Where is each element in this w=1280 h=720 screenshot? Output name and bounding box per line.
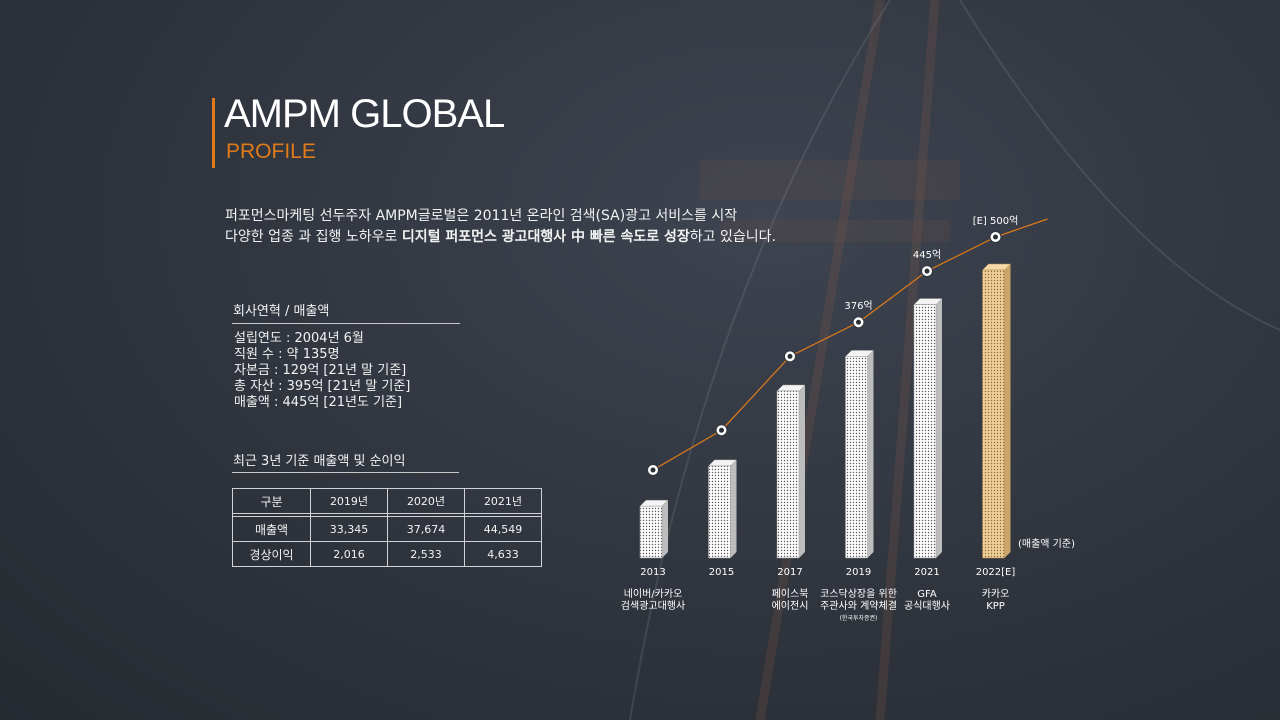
- chart-milestone-label: 페이스북: [772, 588, 809, 600]
- table-header-cell: 2020년: [387, 488, 465, 514]
- intro-line-2-start: 다양한 업종 과 집행 노하우로: [225, 229, 402, 245]
- table-cell: 2,533: [387, 541, 465, 567]
- chart-bar: [639, 499, 669, 559]
- table-header-row: 구분 2019년 2020년 2021년: [232, 488, 542, 514]
- table-cell: 37,674: [387, 516, 465, 542]
- intro-text: 퍼포먼스마케팅 선두주자 AMPM글로벌은 2011년 온라인 검색(SA)광고…: [225, 206, 776, 248]
- chart-data-label: 376억: [844, 300, 872, 312]
- table-header-cell: 구분: [232, 488, 311, 514]
- chart-point: [989, 231, 1002, 243]
- fact-assets: 총 자산 : 395억 [21년 말 기준]: [234, 379, 411, 394]
- table-cell: 경상이익: [232, 541, 311, 567]
- chart-tick-label: 2022[E]: [976, 567, 1016, 578]
- fact-capital: 자본금 : 129억 [21년 말 기준]: [234, 363, 407, 378]
- chart-milestone-label: KPP: [986, 601, 1005, 612]
- intro-line-2: 다양한 업종 과 집행 노하우로 디지털 퍼포먼스 광고대행사 中 빠른 속도로…: [225, 227, 776, 248]
- chart-milestone-label: 코스닥상장을 위한: [820, 587, 897, 600]
- chart-unit-note: (매출액 기준): [1018, 538, 1075, 550]
- chart-bar: [844, 350, 875, 559]
- finance-table: 구분 2019년 2020년 2021년 매출액 33,345 37,674 4…: [232, 488, 542, 567]
- fact-revenue: 매출액 : 445억 [21년도 기준]: [234, 395, 403, 410]
- chart-point: [852, 316, 865, 329]
- table-cell: 2,016: [310, 541, 388, 567]
- chart-point: [715, 424, 728, 437]
- finance-heading: 최근 3년 기준 매출액 및 순이익: [233, 454, 406, 469]
- page-subtitle: PROFILE: [226, 140, 316, 163]
- table-header-cell: 2021년: [464, 488, 542, 514]
- table-cell: 44,549: [464, 516, 542, 542]
- fact-employees: 직원 수 : 약 135명: [234, 347, 340, 362]
- chart-bar: [981, 263, 1012, 559]
- chart-data-label: [E] 500억: [973, 215, 1019, 227]
- chart-milestone-label: 검색광고대행사: [621, 600, 685, 612]
- chart-bar: [776, 384, 806, 559]
- chart-point: [921, 265, 933, 278]
- table-spacer-row: [232, 513, 542, 517]
- table-cell: 4,633: [464, 541, 542, 567]
- chart-milestone-label: 공식대행사: [904, 600, 950, 612]
- chart-tick-label: 2017: [777, 567, 802, 578]
- fact-founded: 설립연도 : 2004년 6월: [234, 331, 364, 346]
- page-title: AMPM GLOBAL: [224, 92, 505, 136]
- finance-heading-rule: [232, 472, 459, 473]
- chart-milestone-label: GFA: [917, 589, 937, 600]
- company-heading: 회사연혁 / 매출액: [233, 304, 330, 319]
- chart-bar: [707, 459, 738, 559]
- chart-data-label: 445억: [913, 249, 941, 261]
- chart-tick-label: 2021: [914, 567, 939, 578]
- intro-line-1: 퍼포먼스마케팅 선두주자 AMPM글로벌은 2011년 온라인 검색(SA)광고…: [225, 208, 738, 224]
- chart-milestone-label: 주관사와 계약체결: [820, 600, 897, 612]
- chart-tick-label: 2013: [640, 567, 665, 578]
- chart-point: [784, 350, 796, 363]
- table-header-cell: 2019년: [310, 488, 388, 514]
- chart-milestone-label: 네이버/카카오: [624, 588, 683, 600]
- chart-tick-label: 2015: [709, 567, 734, 578]
- chart-milestone-label: 카카오: [982, 588, 1010, 600]
- title-accent-bar: [212, 98, 215, 168]
- intro-line-2-bold: 디지털 퍼포먼스 광고대행사 中 빠른 속도로 성장: [401, 229, 690, 245]
- chart-tick-label: 2019: [846, 567, 871, 578]
- table-cell: 33,345: [310, 516, 388, 542]
- chart-milestone-label: 에이전시: [772, 600, 809, 612]
- chart-milestone-note: (한국투자증권): [840, 614, 878, 622]
- company-heading-rule: [232, 323, 460, 324]
- chart-bar: [913, 298, 943, 559]
- company-facts: 설립연도 : 2004년 6월 직원 수 : 약 135명 자본금 : 129억…: [234, 331, 410, 411]
- intro-line-2-end: 하고 있습니다.: [689, 229, 776, 245]
- chart-point: [647, 464, 659, 476]
- table-row: 매출액 33,345 37,674 44,549: [232, 516, 542, 542]
- table-row: 경상이익 2,016 2,533 4,633: [232, 541, 542, 567]
